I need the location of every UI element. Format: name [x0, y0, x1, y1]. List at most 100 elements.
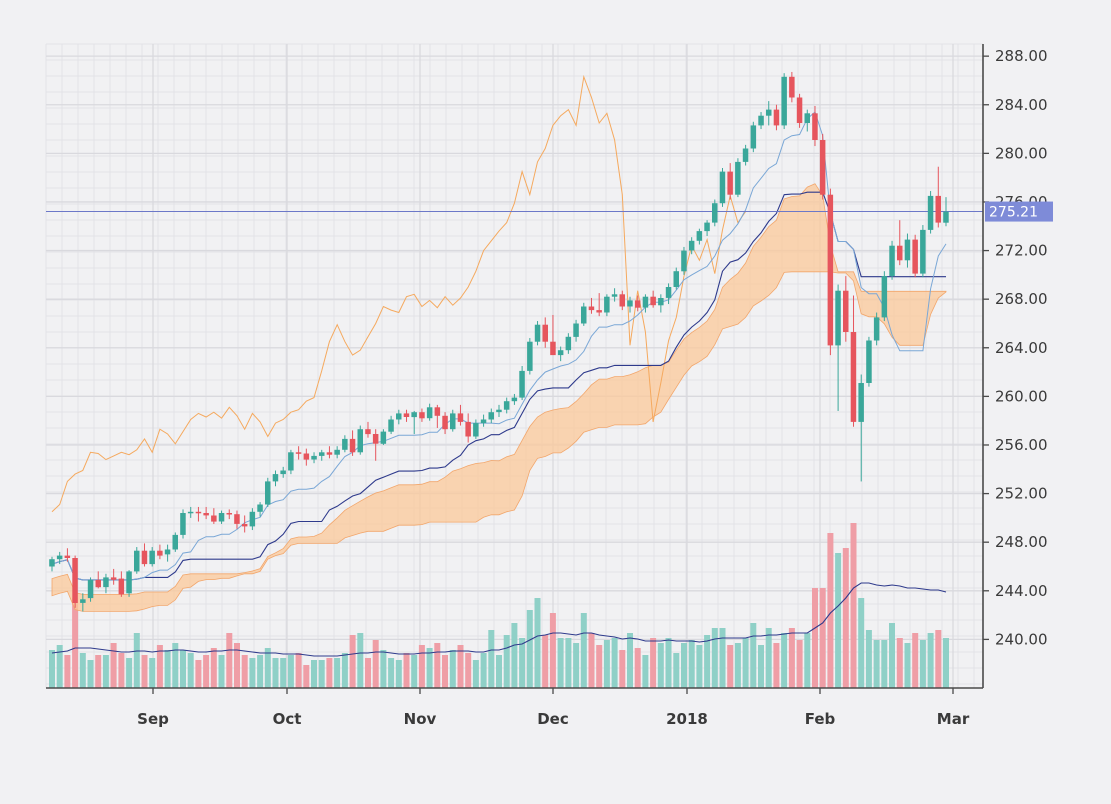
candle-body: [334, 449, 340, 455]
volume-bar: [719, 628, 726, 688]
candle-body: [827, 194, 834, 346]
volume-bar: [665, 638, 672, 688]
candle-body: [280, 470, 286, 475]
candle-body: [49, 559, 55, 567]
candle-body: [742, 148, 749, 162]
candle-body: [658, 298, 664, 306]
candle-body: [519, 370, 525, 398]
last-price-tag: 275.21: [985, 201, 1053, 222]
candle-body: [766, 109, 772, 116]
candle-body: [858, 383, 864, 422]
candle-body: [141, 550, 148, 565]
axes: 240.00 244.00 248.00 252.00 256.00 260.00 264.…: [46, 44, 1048, 728]
candle-body: [272, 474, 279, 482]
volume-bar: [927, 633, 934, 688]
volume-bar: [919, 640, 926, 688]
volume-bar: [873, 640, 880, 688]
candle-body: [642, 296, 649, 308]
candle-body: [342, 438, 348, 450]
candle-body: [226, 513, 232, 515]
volume-bar: [326, 658, 333, 688]
candle-body: [134, 550, 140, 572]
y-tick-label: 280.00: [995, 144, 1048, 162]
volume-bar: [573, 643, 580, 688]
candle-body: [110, 577, 117, 580]
volume-bar: [765, 628, 772, 688]
volume-bar: [896, 638, 903, 688]
last-price-label: 275.21: [989, 205, 1038, 221]
candle-body: [480, 419, 487, 424]
y-tick-label: 252.00: [995, 485, 1048, 503]
candle-body: [265, 481, 271, 505]
volume-bar: [865, 630, 872, 688]
candle-body: [681, 250, 687, 272]
volume-bar: [311, 660, 317, 688]
candle-body: [912, 239, 918, 274]
candle-body: [396, 413, 402, 420]
lagging-span-line: [51, 74, 747, 513]
x-tick-label: 2018: [666, 710, 708, 728]
candle-body: [288, 452, 294, 471]
candle-body: [56, 555, 63, 560]
volume-bar: [180, 650, 186, 688]
volume-bar: [411, 655, 418, 688]
volume-bar: [257, 655, 264, 688]
volume-bar: [465, 653, 472, 688]
candle-body: [195, 511, 202, 514]
volume-bar: [64, 655, 71, 688]
volume-bar: [141, 655, 148, 688]
volume-bar: [788, 628, 795, 688]
candle-body: [704, 222, 710, 232]
candle-body: [218, 513, 225, 522]
volume-bar: [904, 643, 911, 688]
volume-bar: [195, 660, 202, 688]
last-price-tag-background: [985, 201, 1053, 222]
candle-body: [588, 306, 595, 311]
y-tick-label: 244.00: [995, 582, 1048, 600]
candle-body: [889, 245, 895, 277]
volume-bar: [49, 650, 55, 688]
volume-bar: [172, 643, 179, 688]
candle-body: [866, 340, 872, 383]
candle-body: [164, 549, 171, 555]
candle-body: [935, 195, 941, 223]
candle-body: [604, 296, 610, 313]
y-tick-label: 264.00: [995, 339, 1048, 357]
candle-body: [457, 413, 464, 422]
candle-body: [843, 290, 849, 332]
candle-body: [557, 350, 564, 356]
volume-bar: [156, 645, 163, 688]
candle-body: [927, 195, 934, 230]
volume-bar: [426, 648, 433, 688]
volume-bar: [118, 653, 125, 688]
candle-body: [496, 409, 502, 413]
candle-body: [881, 276, 888, 318]
volume-bar: [935, 630, 942, 688]
volume-bar: [835, 553, 842, 688]
volume-bar: [519, 638, 526, 688]
volume-bar: [734, 643, 741, 688]
candle-body: [812, 113, 818, 140]
volume-moving-average: [51, 582, 947, 657]
candle-body: [64, 555, 71, 558]
candle-body: [781, 76, 787, 126]
volume-bar: [357, 633, 364, 688]
candle-body: [434, 407, 441, 416]
candle-body: [527, 341, 533, 371]
candle-body: [172, 534, 178, 550]
candle-body: [419, 412, 425, 419]
volume-bar: [704, 635, 711, 688]
volume-bar: [403, 653, 410, 688]
volume-bar: [87, 660, 94, 688]
y-tick-label: 256.00: [995, 436, 1048, 454]
volume-bar: [549, 613, 556, 688]
candle-body: [665, 287, 672, 298]
volume-bar: [657, 643, 664, 688]
candle-body: [819, 140, 826, 195]
volume-bar: [334, 658, 341, 688]
candle-body: [650, 296, 656, 306]
candle-body: [103, 577, 109, 588]
indicator-lines: [46, 74, 983, 581]
candle-body: [696, 231, 703, 241]
candle-body: [719, 171, 726, 204]
